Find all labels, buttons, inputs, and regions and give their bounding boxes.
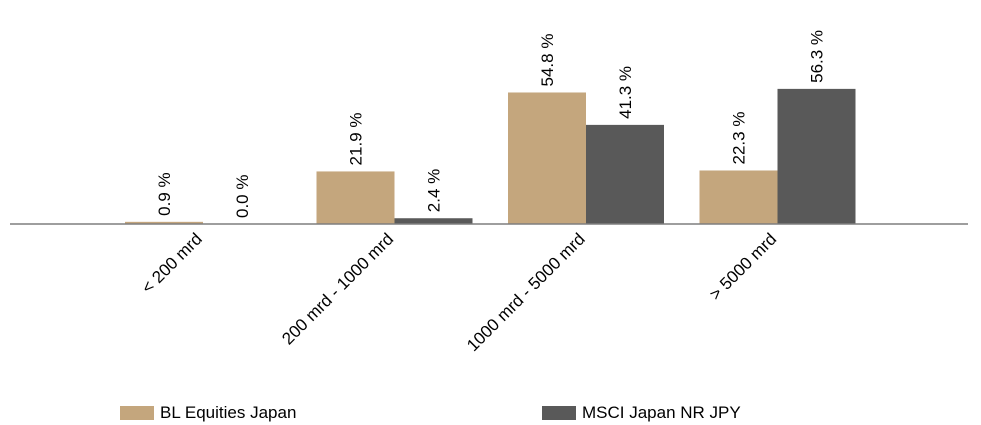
data-label-bl-equities-japan-0: 0.9 % [155, 172, 174, 215]
bar-bl-equities-japan-0 [125, 221, 203, 224]
bar-bl-equities-japan-2 [508, 92, 586, 224]
bar-msci-japan-nr-jpy-2 [586, 124, 664, 224]
bars-layer [125, 88, 856, 224]
legend-label-bl-equities-japan: BL Equities Japan [160, 403, 297, 422]
x-tick-label-1: 200 mrd - 1000 mrd [278, 229, 397, 348]
bar-bl-equities-japan-3 [699, 170, 778, 224]
legend-label-msci-japan: MSCI Japan NR JPY [582, 403, 741, 422]
bar-msci-japan-nr-jpy-1 [394, 218, 473, 224]
data-label-msci-japan-nr-jpy-0: 0.0 % [233, 175, 252, 218]
data-label-msci-japan-nr-jpy-1: 2.4 % [425, 169, 444, 212]
data-label-bl-equities-japan-1: 21.9 % [347, 113, 366, 166]
x-tick-label-3: > 5000 mrd [706, 229, 781, 304]
bar-bl-equities-japan-1 [316, 171, 395, 224]
data-label-msci-japan-nr-jpy-3: 56.3 % [808, 30, 827, 83]
x-tick-label-0: < 200 mrd [138, 229, 206, 297]
legend-item-msci-japan: MSCI Japan NR JPY [542, 403, 741, 423]
bar-msci-japan-nr-jpy-3 [777, 88, 856, 224]
data-label-bl-equities-japan-3: 22.3 % [730, 112, 749, 165]
x-tick-label-2: 1000 mrd - 5000 mrd [463, 229, 589, 355]
data-label-msci-japan-nr-jpy-2: 41.3 % [616, 66, 635, 119]
legend-item-bl-equities-japan: BL Equities Japan [120, 403, 296, 423]
legend-swatch-msci-japan [542, 406, 576, 420]
legend-swatch-bl-equities-japan [120, 406, 154, 420]
data-label-bl-equities-japan-2: 54.8 % [538, 34, 557, 87]
